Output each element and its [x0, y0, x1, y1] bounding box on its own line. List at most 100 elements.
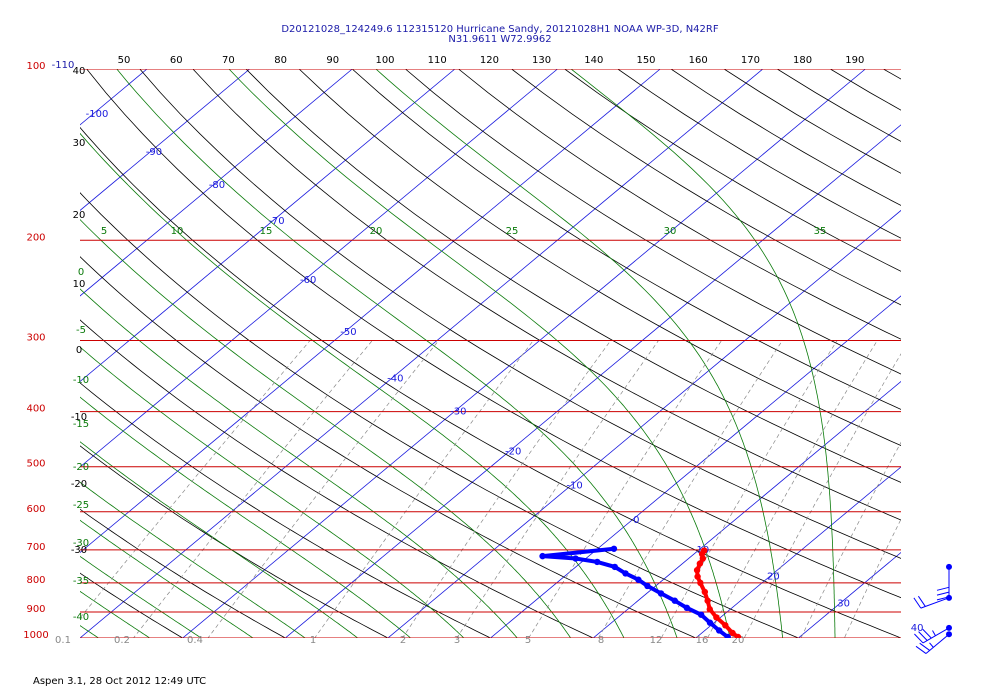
mixing-ratio-line [597, 340, 783, 638]
mixing-ratio-line [207, 340, 439, 638]
moist-adiabat-label: -40 [73, 612, 89, 623]
temperature-point [699, 555, 707, 562]
dry-adiabat-line [80, 319, 595, 638]
dry-adiabat-line [245, 69, 901, 483]
pressure-label: 700 [26, 542, 45, 553]
mixing-ratio-line [707, 340, 878, 638]
dewpoint-point [539, 552, 546, 560]
mixing-ratio-label: 12 [650, 635, 663, 646]
mixing-ratio-label: 20 [732, 635, 745, 646]
pressure-label: 800 [26, 575, 45, 586]
dry-adiabat-line [80, 572, 184, 638]
moist-adiabat-label: -5 [76, 325, 86, 336]
isotherm-line [80, 69, 456, 382]
isotherm-label: -100 [86, 109, 109, 120]
temperature-point [693, 566, 701, 574]
moist-adiabat-line [80, 481, 306, 638]
dewpoint-point [715, 627, 723, 634]
dewpoint-point [657, 590, 665, 597]
dewpoint-point [611, 563, 619, 571]
temperature-point [734, 633, 742, 638]
temperature-point [701, 588, 709, 596]
isotherm-label: -20 [505, 446, 521, 457]
wind-barb-flag [919, 642, 930, 651]
isotherm-label: -10 [566, 481, 582, 492]
top-scale-label: 180 [793, 55, 812, 66]
wind-barb-half-flag [929, 642, 934, 648]
moist-adiabat-line [570, 69, 836, 638]
dewpoint-point [572, 555, 579, 562]
pressure-label: 100 [26, 61, 45, 72]
dry-adiabat-line [86, 69, 901, 599]
mixing-ratio-label: 16 [696, 635, 709, 646]
dewpoint-point [706, 619, 714, 626]
moist-adiabat-label: 30 [664, 226, 677, 237]
mixing-ratio-label: 5 [525, 635, 531, 646]
footer-text: Aspen 3.1, 28 Oct 2012 12:49 UTC [33, 676, 207, 687]
dry-adiabat-line [458, 69, 901, 340]
isotherm-line [989, 69, 1000, 650]
isotherm-line [80, 69, 558, 468]
dry-adiabat-line [80, 508, 287, 638]
moist-adiabat-line [116, 69, 678, 638]
mixing-ratio-line [456, 340, 659, 638]
temperature-point [722, 622, 729, 629]
isotherm-label: 20 [767, 572, 780, 583]
wind-barb-flag [918, 631, 928, 641]
top-scale-label: 90 [326, 55, 339, 66]
wind-barb-staff [922, 627, 950, 644]
top-scale-label: 170 [741, 55, 760, 66]
dewpoint-point [622, 570, 629, 577]
top-scale-label: 80 [274, 55, 287, 66]
mixing-ratio-line [80, 340, 311, 619]
mixing-ratio-label: 2 [400, 635, 406, 646]
wind-barb-flag [913, 597, 922, 609]
moist-adiabat-label: 15 [260, 226, 273, 237]
isotherm-label: -60 [300, 275, 316, 286]
pressure-label: 900 [26, 604, 45, 615]
moist-adiabat-line [80, 288, 518, 638]
wind-barb-staff [925, 633, 950, 654]
dry-adiabat-line [405, 69, 901, 375]
mixing-ratio-label: 0.1 [55, 635, 71, 646]
mixing-ratio-line [401, 340, 611, 638]
dewpoint-point [644, 582, 651, 590]
pressure-label: 500 [26, 459, 45, 470]
moist-adiabat-line [80, 346, 465, 638]
moist-adiabat-label: -20 [73, 462, 89, 473]
top-scale-label: 120 [480, 55, 499, 66]
wind-barb-flag [917, 595, 926, 607]
dry-adiabat-line [298, 69, 901, 447]
dewpoint-point [635, 576, 642, 583]
mixing-ratio-line [314, 340, 534, 638]
mixing-ratio-line [844, 518, 901, 638]
top-scale-label: 190 [845, 55, 864, 66]
moist-adiabat-line [80, 219, 572, 638]
isotherm-label: -80 [209, 180, 225, 191]
isotherm-line [0, 69, 44, 650]
isotherm-line [695, 466, 901, 638]
moist-adiabat-label: 35 [814, 226, 827, 237]
isotherm-line [80, 69, 764, 638]
wind-barb-half-flag [932, 630, 936, 636]
wind-barb-flag [922, 628, 932, 639]
chart-title: D20121028_124249.6 112315120 Hurricane S… [281, 24, 719, 35]
moist-adiabat-line [80, 441, 359, 638]
moist-adiabat-label: -15 [73, 419, 89, 430]
temperature-point [696, 560, 704, 567]
dewpoint-point [593, 558, 601, 566]
pressure-label: 400 [26, 404, 45, 415]
dry-adiabat-line [351, 69, 901, 410]
mixing-ratio-line [800, 441, 901, 638]
wind-barb-flag [915, 645, 927, 654]
dry-adiabat-line [511, 69, 901, 306]
dry-adiabat-label: 0 [76, 345, 82, 356]
trace-layer [539, 545, 742, 638]
isotherm-line [284, 124, 901, 638]
mixing-ratio-line [660, 340, 838, 638]
dewpoint-point [671, 597, 678, 604]
isotherm-line [80, 69, 353, 297]
temperature-point [729, 629, 736, 637]
top-scale-label: 100 [375, 55, 394, 66]
isotherm-label: -40 [387, 374, 403, 385]
